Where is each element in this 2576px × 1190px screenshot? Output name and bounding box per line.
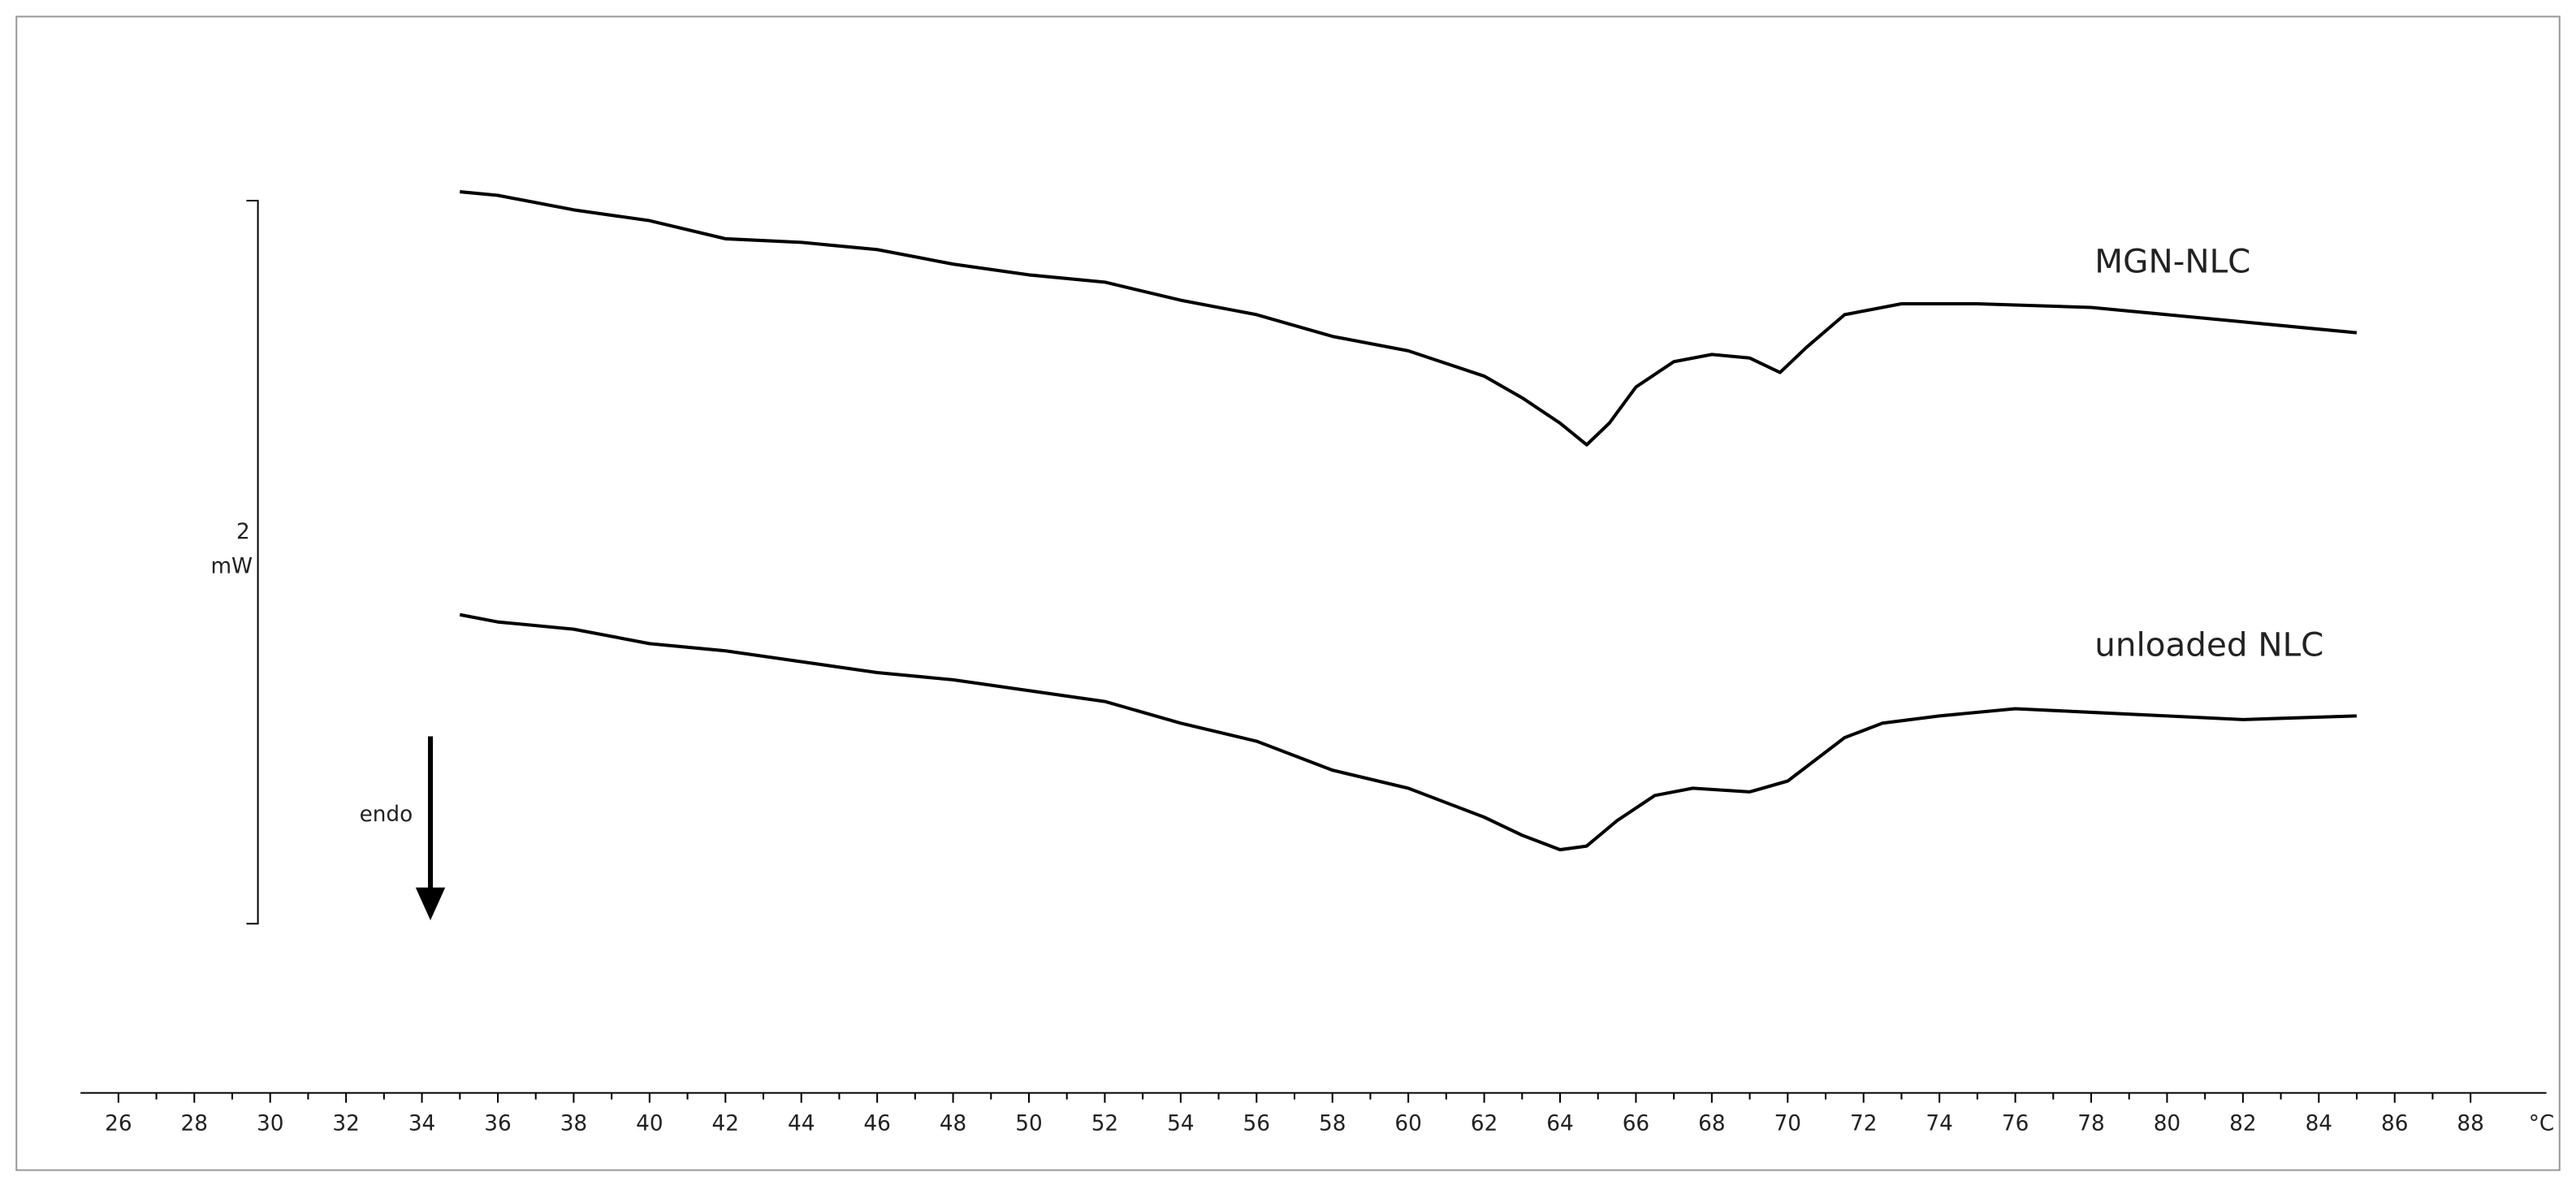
x-tick-label: 42 (712, 1111, 739, 1136)
x-tick-label: 84 (2306, 1111, 2332, 1136)
series-label: MGN-NLC (2094, 242, 2250, 281)
x-tick-label: 34 (408, 1111, 435, 1136)
x-tick-label: 48 (940, 1111, 966, 1136)
scale-bar-value: 2 (236, 520, 250, 544)
x-tick-label: 38 (560, 1111, 587, 1136)
x-axis-label: °C (2529, 1111, 2555, 1136)
x-tick-label: 46 (863, 1111, 890, 1136)
endo-arrow-head (415, 887, 446, 921)
x-tick-label: 40 (636, 1111, 663, 1136)
annotation: endo (360, 803, 413, 827)
x-tick-label: 80 (2154, 1111, 2181, 1136)
x-tick-label: 86 (2381, 1111, 2408, 1136)
x-tick-label: 44 (788, 1111, 815, 1136)
x-tick-label: 70 (1774, 1111, 1801, 1136)
x-tick-label: 68 (1698, 1111, 1725, 1136)
x-tick-label: 30 (257, 1111, 283, 1136)
x-tick-label: 32 (332, 1111, 359, 1136)
series-line (460, 190, 2358, 447)
series-line (459, 612, 2357, 852)
x-tick-label: 52 (1091, 1111, 1118, 1136)
x-tick-label: 54 (1167, 1111, 1194, 1136)
x-tick-label: 74 (1926, 1111, 1952, 1136)
x-tick-label: 82 (2229, 1111, 2256, 1136)
x-tick-label: 58 (1319, 1111, 1346, 1136)
x-tick-label: 66 (1623, 1111, 1649, 1136)
x-tick-label: 36 (484, 1111, 511, 1136)
x-tick-label: 26 (105, 1111, 132, 1136)
x-tick-label: 56 (1243, 1111, 1270, 1136)
x-tick-label: 28 (181, 1111, 208, 1136)
x-tick-label: 78 (2077, 1111, 2104, 1136)
scale-bar-unit: mW (210, 555, 253, 579)
x-tick-label: 64 (1546, 1111, 1573, 1136)
scale-bar (246, 199, 259, 925)
x-tick-label: 76 (2002, 1111, 2029, 1136)
frame (15, 15, 2561, 1171)
x-tick-label: 88 (2457, 1111, 2483, 1136)
x-tick-label: 62 (1471, 1111, 1498, 1136)
x-tick-label: 60 (1394, 1111, 1421, 1136)
x-tick-label: 72 (1850, 1111, 1877, 1136)
x-tick-label: 50 (1015, 1111, 1042, 1136)
series-label: unloaded NLC (2094, 625, 2323, 664)
